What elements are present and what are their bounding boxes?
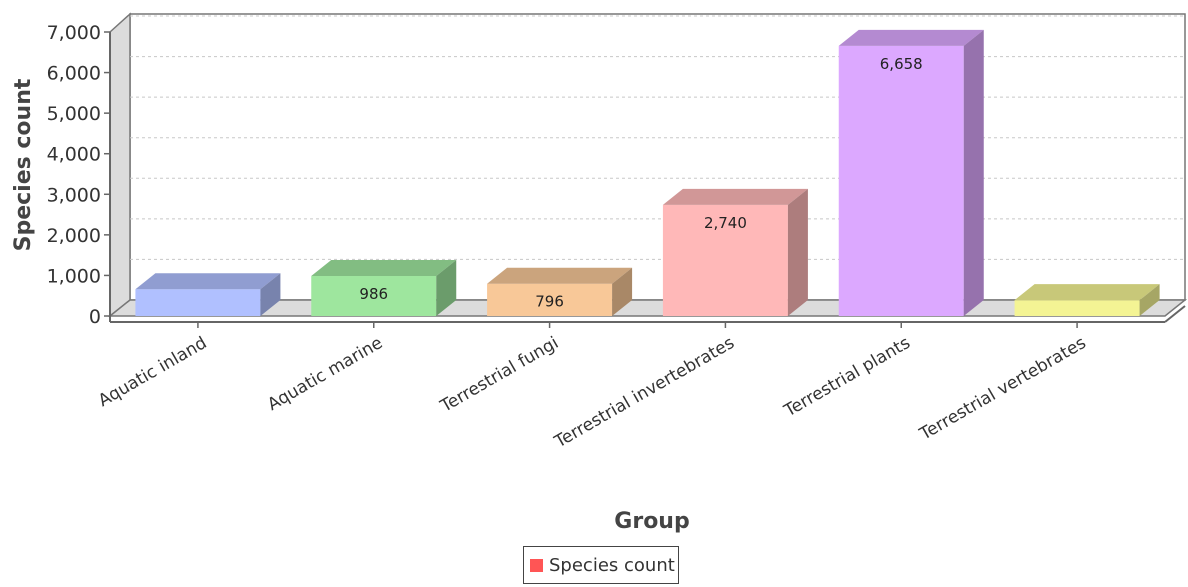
x-tick-label: Aquatic inland (95, 333, 210, 411)
x-tick-label: Terrestrial fungi (436, 333, 562, 417)
x-tick-label: Terrestrial plants (780, 333, 914, 422)
bar-top (1014, 284, 1160, 301)
x-tick-label: Terrestrial vertebrates (916, 333, 1090, 445)
bar-side (436, 259, 457, 316)
x-tick-label: Aquatic marine (264, 333, 386, 415)
y-tick-label: 2,000 (47, 225, 101, 247)
bar-side (1139, 284, 1160, 316)
x-axis-title: Group (614, 509, 689, 534)
legend-label: Species count (549, 554, 675, 576)
legend: Species count (523, 546, 679, 584)
bar-top (135, 273, 281, 290)
bars: 986 796 2,740 6,658 (135, 29, 1160, 317)
data-label: 6,658 (880, 55, 923, 73)
bar (487, 283, 613, 316)
bar (135, 289, 261, 316)
legend-swatch (530, 558, 543, 572)
bar-side (787, 188, 808, 316)
y-tick-label: 6,000 (47, 63, 101, 85)
data-label: 986 (359, 285, 388, 303)
y-tick-label: 7,000 (47, 22, 101, 44)
data-label: 2,740 (704, 214, 747, 232)
y-tick-label: 5,000 (47, 103, 101, 125)
bar-top (662, 188, 808, 205)
x-axis-ticks: Aquatic inland Aquatic marine Terrestrial … (95, 322, 1090, 453)
bar-side (612, 267, 633, 316)
y-tick-label: 3,000 (47, 184, 101, 206)
y-axis-ticks: 0 1,000 2,000 3,000 4,000 5,000 6,000 7,000 (47, 22, 110, 328)
y-tick-label: 1,000 (47, 265, 101, 287)
bar-side (260, 273, 281, 316)
bar-top (487, 267, 633, 284)
bar (662, 204, 788, 316)
bar-top (838, 29, 984, 46)
gridlines (130, 15, 1185, 260)
x-tick-label: Terrestrial invertebrates (551, 333, 738, 453)
bar (1014, 300, 1140, 316)
y-tick-label: 4,000 (47, 144, 101, 166)
y-tick-label: 0 (89, 306, 101, 328)
left-wall (109, 12, 131, 318)
bar (311, 275, 437, 316)
y-axis-title: Species count (11, 78, 36, 251)
x-axis-corner (1164, 305, 1186, 323)
data-label: 796 (535, 293, 564, 311)
bar-top (311, 259, 457, 276)
bar (838, 45, 964, 316)
bar-side (963, 29, 984, 317)
